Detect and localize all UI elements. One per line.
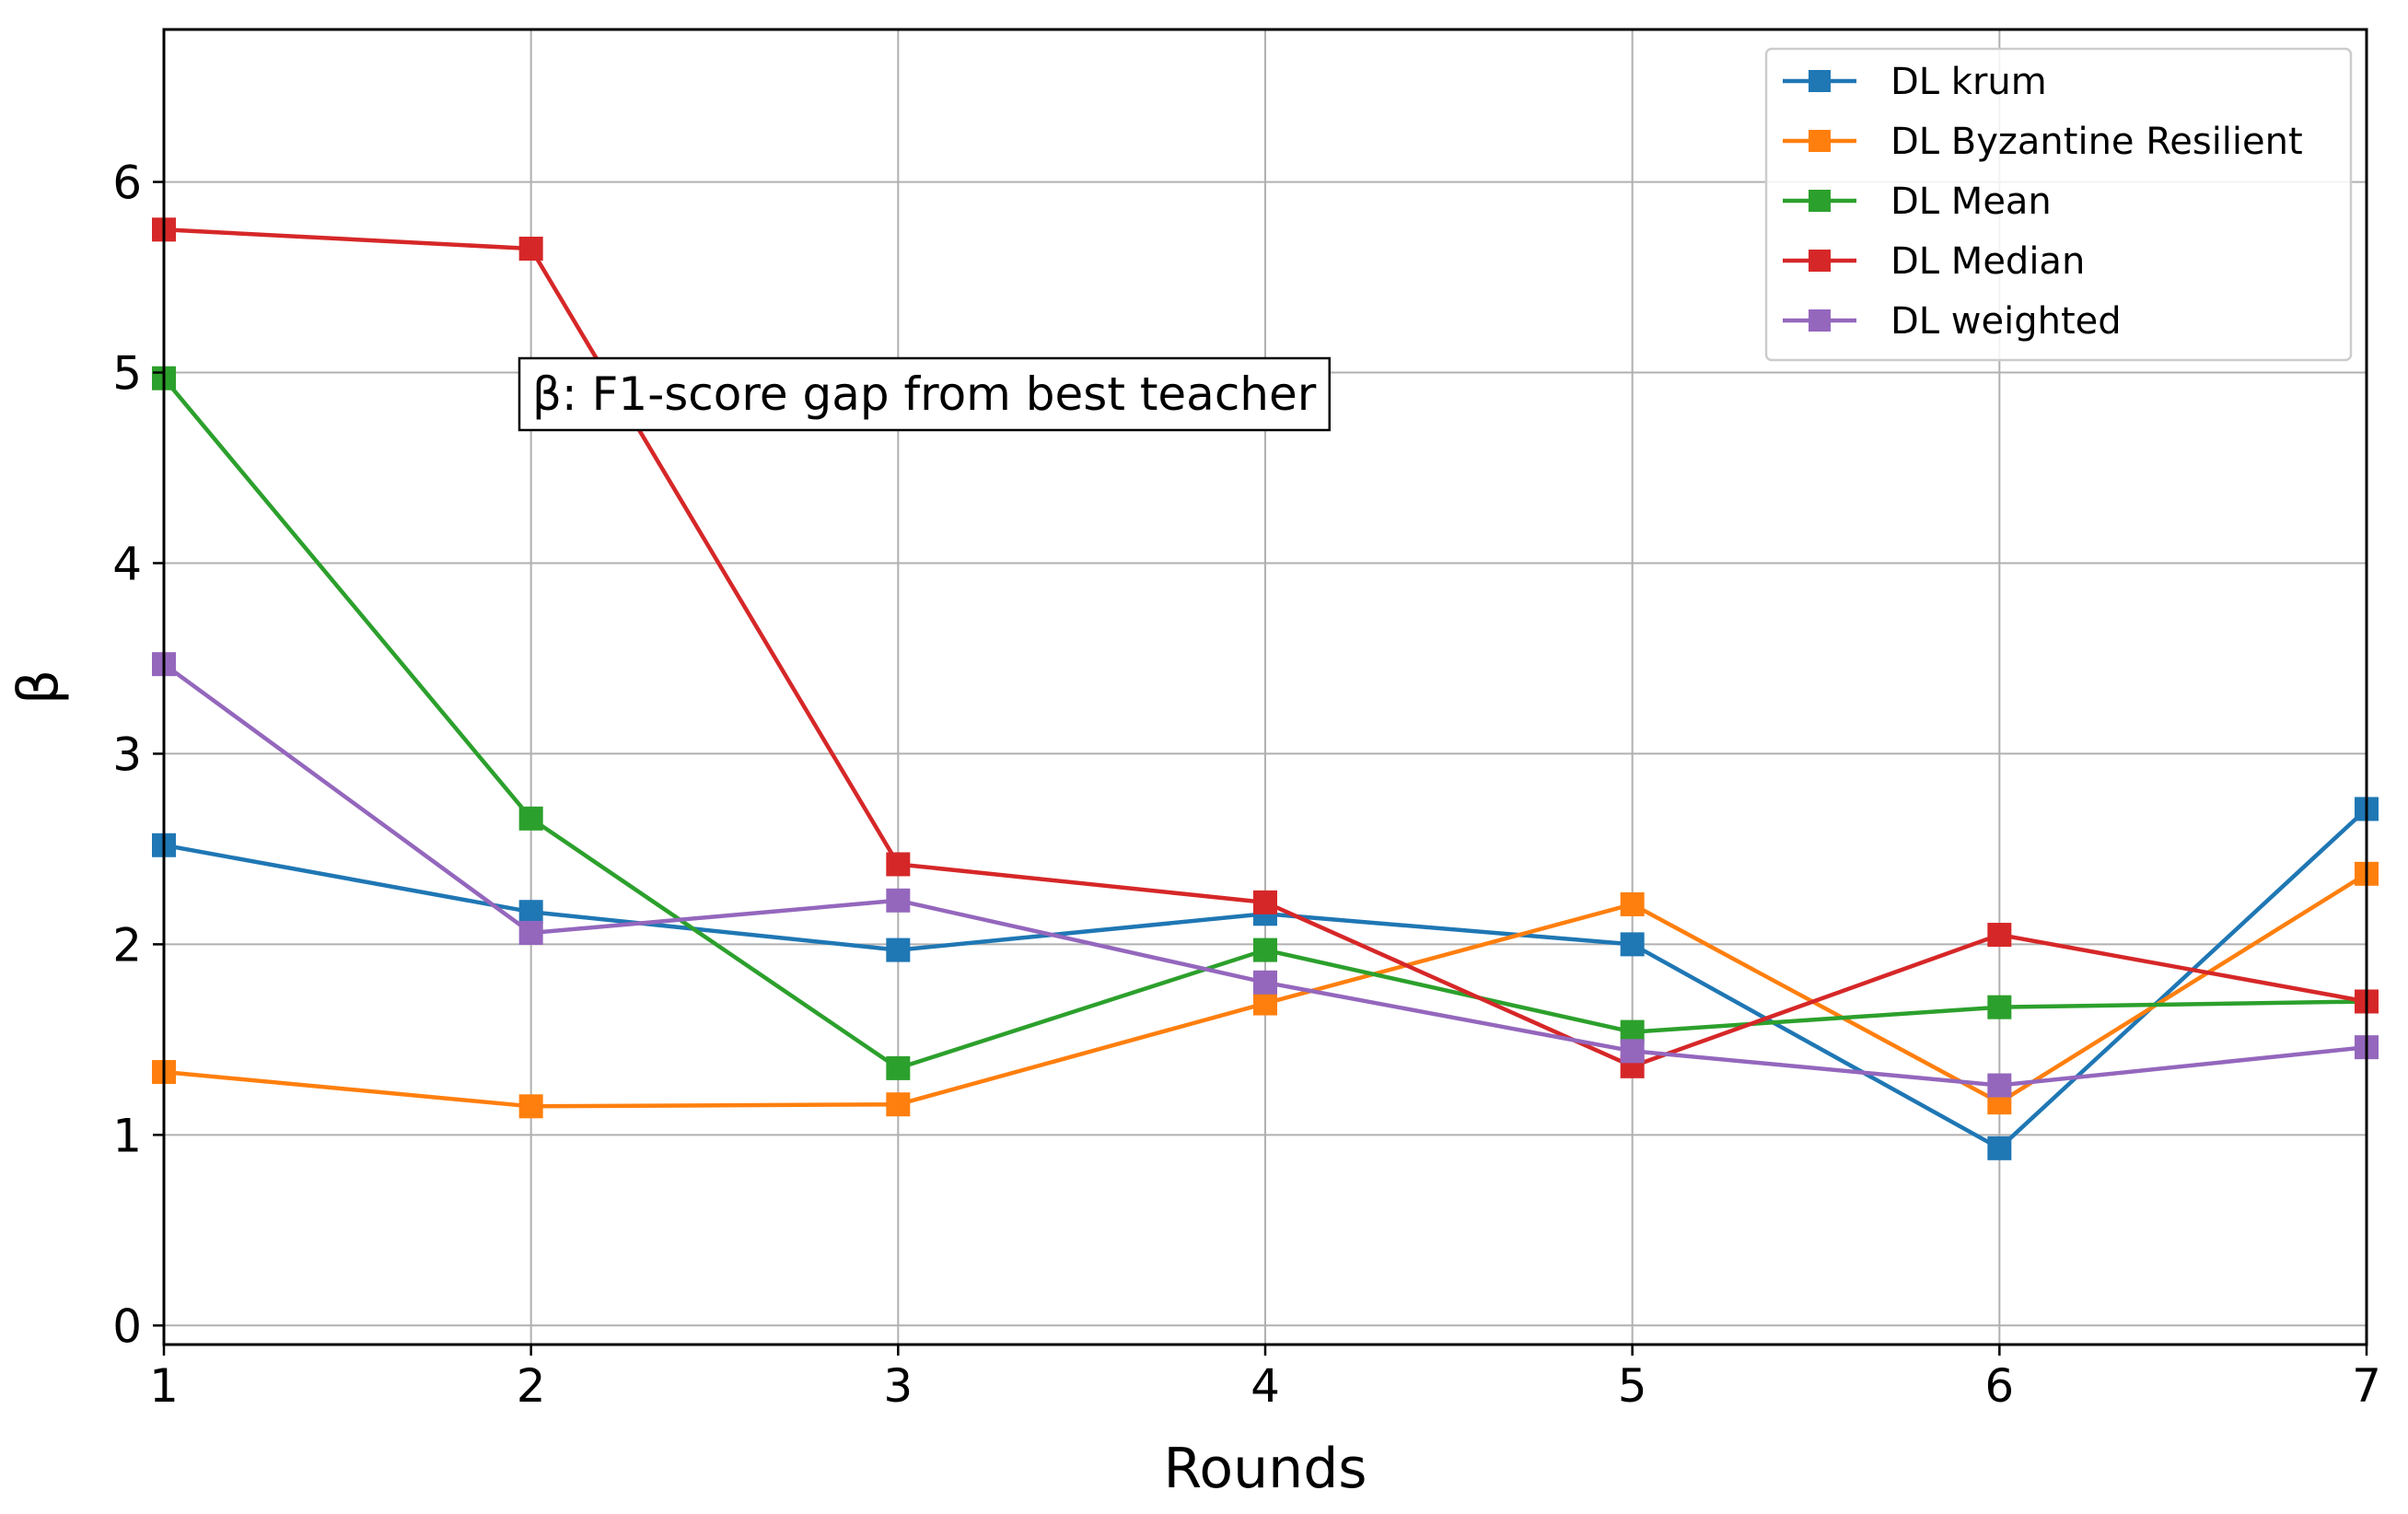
data-point [1253,938,1277,962]
data-point [886,938,911,962]
x-tick-label: 5 [1618,1359,1647,1413]
series-dl-weighted [152,652,2379,1098]
legend-label: DL Median [1890,240,2085,283]
legend: DL krum DL Byzantine Resilient DL Mean DL M… [1764,47,2353,362]
legend-item: DL Median [1783,240,2085,283]
data-point [1987,1073,2012,1098]
data-point [1620,891,1645,916]
legend-label: DL krum [1890,61,2047,103]
y-tick-label: 5 [112,347,142,401]
legend-item: DL Byzantine Resilient [1783,121,2303,163]
x-tick-label: 1 [149,1359,179,1413]
x-tick-label: 4 [1251,1359,1280,1413]
x-axis-ticks: 1 2 3 4 5 6 7 [149,1345,2381,1413]
y-tick-label: 0 [112,1299,142,1353]
data-point [1253,970,1277,995]
data-point [518,900,543,925]
data-point [1253,890,1277,914]
data-point [1253,991,1277,1016]
data-point [1620,932,1645,957]
data-point [518,920,543,945]
legend-label: DL weighted [1890,300,2122,343]
legend-marker [1809,309,1831,332]
legend-frame [1764,47,2353,362]
y-tick-label: 6 [112,157,142,210]
y-tick-label: 4 [112,537,142,590]
legend-label: DL Byzantine Resilient [1890,121,2303,163]
legend-marker [1809,250,1831,272]
data-point [886,1055,911,1080]
legend-marker [1809,190,1831,212]
data-point [886,888,911,913]
legend-label: DL Mean [1890,181,2052,223]
x-axis-label: Rounds [1163,1437,1367,1501]
y-tick-label: 3 [112,728,142,781]
legend-marker [1809,130,1831,152]
annotation-text: β: F1-score gap from best teacher [532,367,1317,421]
legend-item: DL Mean [1783,181,2052,223]
data-point [518,806,543,831]
legend-item: DL weighted [1783,300,2122,343]
data-point [886,1092,911,1117]
y-axis-label: β [6,670,71,705]
data-point [1987,995,2012,1019]
legend-marker [1809,70,1831,92]
y-axis-ticks: 0 1 2 3 4 5 6 [112,157,164,1353]
x-tick-label: 3 [883,1359,913,1413]
x-tick-label: 7 [2352,1359,2381,1413]
x-tick-label: 6 [1984,1359,2014,1413]
data-point [886,852,911,877]
data-point [1987,923,2012,948]
data-point [518,237,543,261]
annotation-frame [518,356,1332,432]
data-point [518,1094,543,1119]
x-tick-label: 2 [517,1359,546,1413]
legend-item: DL krum [1783,61,2047,103]
y-tick-label: 2 [112,918,142,972]
series-layer [152,217,2379,1160]
data-point [1987,1136,2012,1160]
y-tick-label: 1 [112,1109,142,1162]
annotation-box: β: F1-score gap from best teacher [518,356,1332,432]
data-point [1620,1039,1645,1064]
